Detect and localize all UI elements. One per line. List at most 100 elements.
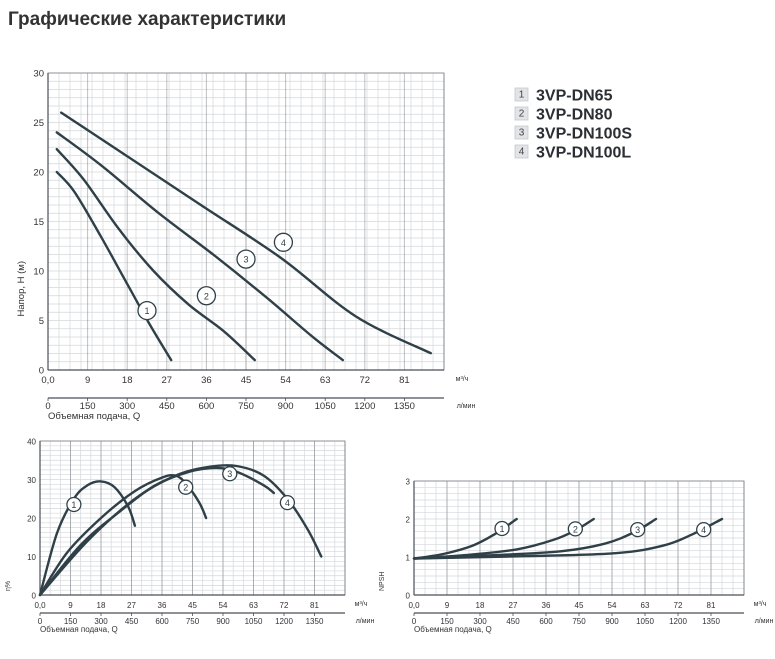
x-tick-label: 18: [476, 601, 485, 610]
x2-unit-label: л/мин: [356, 618, 375, 625]
x-tick-label: 54: [608, 601, 617, 610]
npsh-grid: [413, 480, 745, 596]
series-marker-1: [494, 520, 510, 537]
x2-tick-label: 600: [155, 617, 169, 626]
legend-entry: 3VP-DN100S: [536, 126, 632, 143]
x-tick-label: 81: [310, 601, 319, 610]
x2-tick-label: 600: [539, 617, 553, 626]
chart-npsh: 0 1 2 3 0,0 9 18 27 36 45 54 63 72 81 м³/ч 0 150 300 450 60…: [379, 478, 773, 635]
efficiency-grid: [39, 440, 346, 596]
x-tick-label: 45: [575, 601, 584, 610]
y-tick-label: 10: [27, 553, 36, 562]
x2-tick-label: 150: [64, 617, 78, 626]
legend-swatch: [514, 87, 529, 102]
x-tick-label: 27: [162, 375, 173, 386]
chart-efficiency: 0 10 20 30 40 0,0 9 18 27 36 45 54 63 72 81 м³/ч 0 150 300…: [5, 438, 374, 635]
chart-head: 0 5 10 15 20 25 30 0,0 9 18 27 36 45 54 63 72 81 м³/ч 0 150…: [16, 69, 475, 423]
x-tick-label: 72: [674, 601, 683, 610]
y-tick-label: 20: [27, 515, 36, 524]
y-tick-label: 15: [33, 217, 44, 228]
x-axis-label: Объемная подача, Q: [40, 625, 118, 634]
y-tick-label: 0: [39, 366, 44, 377]
legend-number: 4: [519, 147, 525, 158]
y-tick-label: 30: [27, 476, 36, 485]
x-tick-label: 63: [641, 601, 650, 610]
x-tick-label: 63: [249, 601, 258, 610]
x2-tick-label: 450: [125, 617, 139, 626]
x-tick-label: 72: [280, 601, 289, 610]
x-tick-label: 72: [360, 375, 371, 386]
x2-tick-label: 1050: [315, 401, 336, 412]
y-tick-label: 1: [406, 554, 411, 563]
x-tick-label: 45: [188, 601, 197, 610]
x-tick-label: 9: [68, 601, 73, 610]
x-tick-label: 9: [445, 601, 450, 610]
x2-tick-label: 900: [278, 401, 294, 412]
x-unit-label: м³/ч: [456, 376, 469, 383]
x2-tick-label: 900: [216, 617, 230, 626]
x2-tick-label: 1200: [669, 617, 687, 626]
legend: 1 3VP-DN65 2 3VP-DN80 3 3VP-DN100S 4 3VP-DN100L: [514, 87, 632, 162]
y-tick-label: 0: [406, 592, 411, 601]
x-tick-label: 54: [219, 601, 228, 610]
x-tick-label: 36: [158, 601, 167, 610]
series-line-3: [55, 131, 344, 362]
x-unit-label: м³/ч: [754, 601, 767, 608]
series-marker-label: 2: [204, 291, 209, 301]
series-marker-1: [66, 496, 82, 513]
x-tick-label: 0,0: [34, 601, 46, 610]
x-tick-label: 18: [122, 375, 133, 386]
series-marker-label: 3: [227, 469, 232, 479]
series-marker-label: 1: [71, 500, 76, 510]
series-marker-label: 4: [701, 525, 706, 535]
y-tick-label: 25: [33, 118, 44, 129]
x2-unit-label: л/мин: [457, 403, 476, 410]
series-marker-label: 1: [499, 524, 504, 534]
y-tick-label: 5: [39, 316, 44, 327]
x2-tick-label: 1350: [306, 617, 324, 626]
x2-tick-label: 450: [506, 617, 520, 626]
x-axis-label: Объемная подача, Q: [48, 411, 140, 422]
x2-tick-label: 750: [238, 401, 254, 412]
legend-number: 1: [519, 90, 525, 101]
x2-tick-label: 1350: [702, 617, 720, 626]
x-tick-label: 9: [85, 375, 90, 386]
x2-tick-label: 600: [198, 401, 214, 412]
series-line-1: [55, 170, 173, 362]
x2-tick-label: 0: [38, 617, 43, 626]
series-marker-label: 3: [635, 525, 640, 535]
legend-swatch: [514, 125, 529, 140]
series-line-2: [38, 473, 208, 597]
y-tick-label: 40: [27, 438, 36, 447]
x-tick-label: 54: [280, 375, 291, 386]
series-line-4: [38, 463, 323, 597]
series-marker-4: [279, 494, 296, 511]
series-marker-label: 2: [183, 483, 188, 493]
x2-tick-label: 1350: [394, 401, 415, 412]
series-marker-label: 2: [573, 524, 578, 534]
x-tick-label: 0,0: [408, 601, 420, 610]
x2-tick-label: 1050: [245, 617, 263, 626]
series-marker-3: [236, 249, 256, 269]
x2-tick-label: 300: [473, 617, 487, 626]
series-marker-4: [696, 521, 712, 538]
legend-swatch: [514, 144, 529, 159]
y-tick-label: 10: [33, 267, 44, 278]
series-line-4: [60, 111, 432, 355]
y-axis-label: η%: [5, 581, 12, 591]
x2-tick-label: 750: [572, 617, 586, 626]
series-marker-3: [222, 466, 238, 482]
x2-tick-label: 150: [440, 617, 454, 626]
legend-number: 3: [519, 128, 525, 139]
x2-unit-label: л/мин: [755, 618, 774, 625]
legend-entry: 3VP-DN100L: [536, 145, 631, 162]
x-tick-label: 63: [320, 375, 331, 386]
page-title: Графические характеристики: [8, 9, 287, 30]
x-tick-label: 18: [97, 601, 106, 610]
x2-tick-label: 0: [412, 617, 417, 626]
series-marker-label: 4: [285, 498, 290, 508]
x-tick-label: 81: [399, 375, 410, 386]
x-tick-label: 36: [201, 375, 212, 386]
x2-tick-label: 750: [186, 617, 200, 626]
